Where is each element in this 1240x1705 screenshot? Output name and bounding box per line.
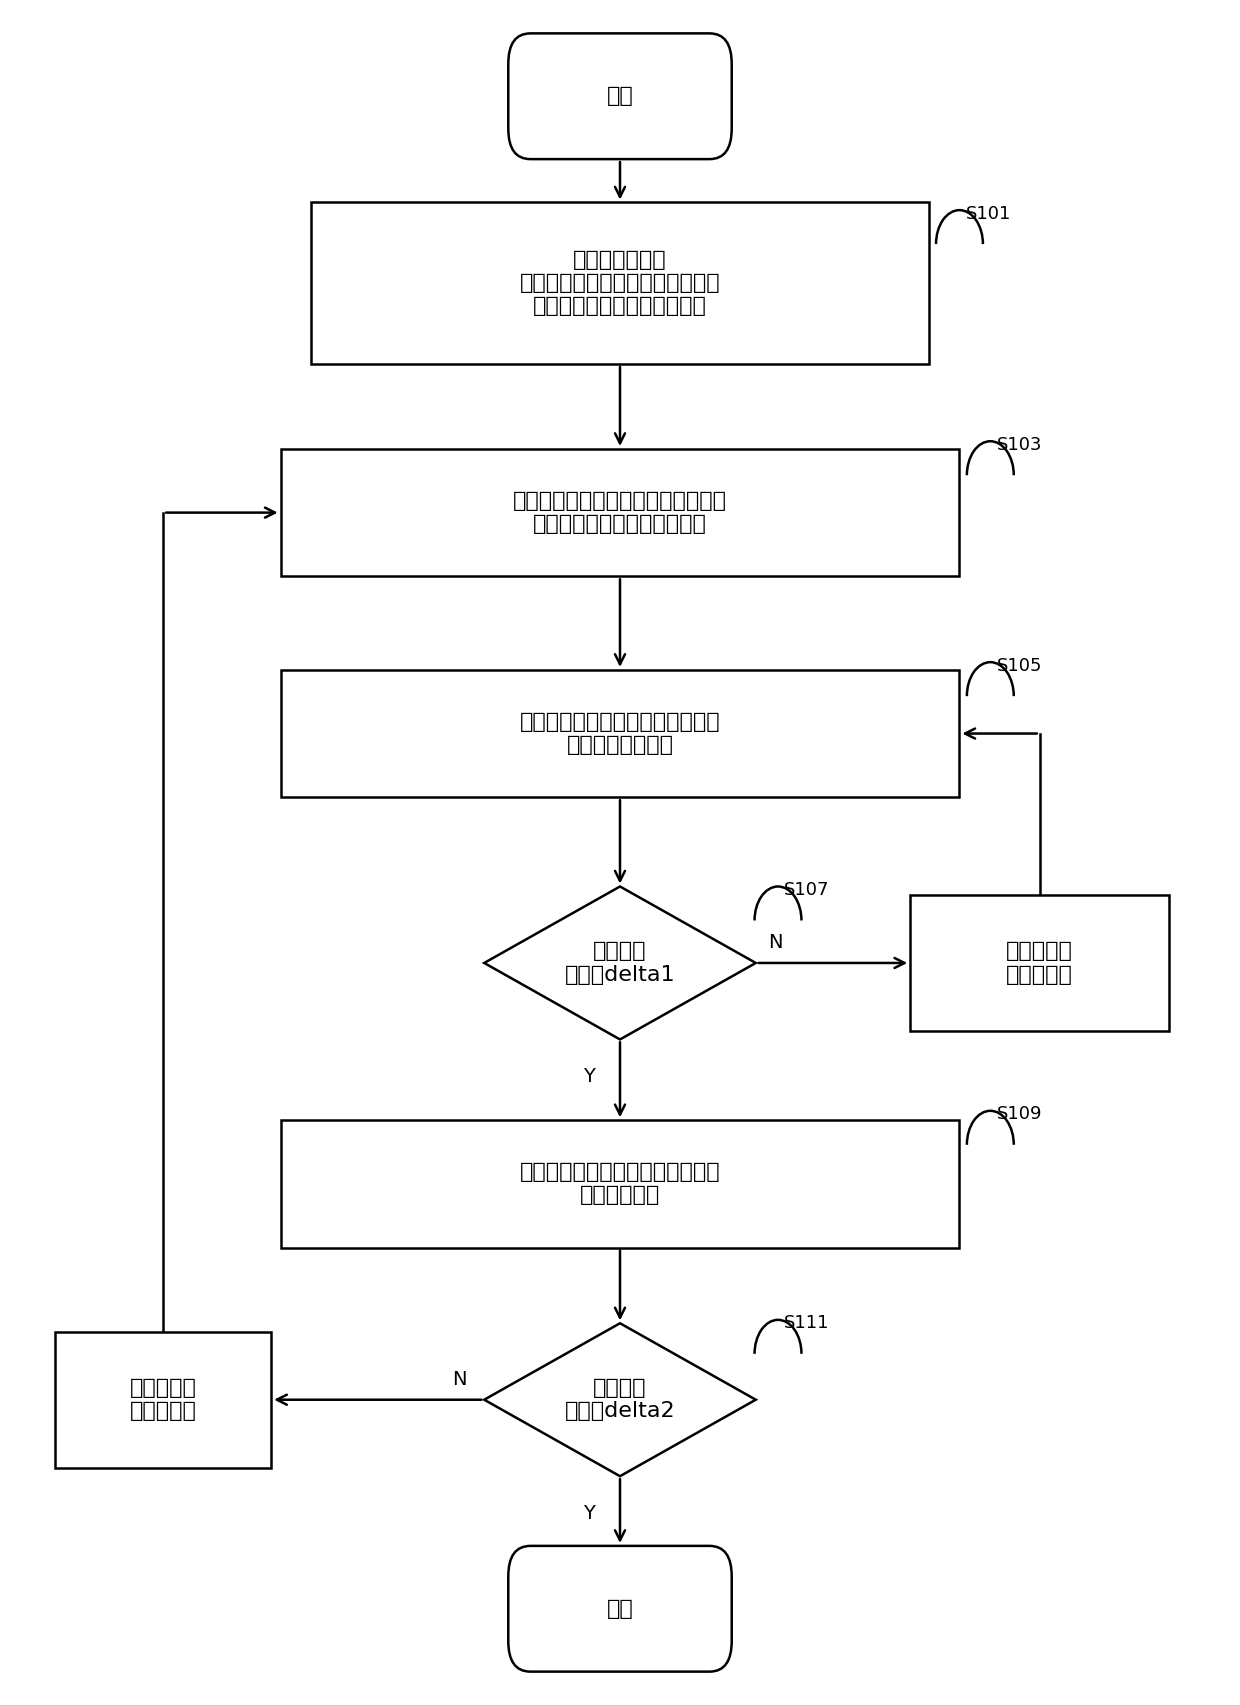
Text: 差距小于
预设值delta1: 差距小于 预设值delta1 (564, 941, 676, 984)
Text: S107: S107 (784, 881, 830, 899)
Text: S109: S109 (997, 1105, 1042, 1124)
Bar (280, 670, 960, 798)
Bar (280, 1120, 960, 1248)
Bar (910, 895, 1169, 1032)
Text: Y: Y (583, 1504, 595, 1523)
Text: S103: S103 (997, 436, 1042, 454)
Bar (280, 448, 960, 576)
Text: N: N (768, 933, 782, 951)
Text: 将计算能谱
作为源能谱: 将计算能谱 作为源能谱 (130, 1378, 197, 1422)
Text: 根据源中子能谱信息和目标能谱信息
确认初步的调控模块布置方案: 根据源中子能谱信息和目标能谱信息 确认初步的调控模块布置方案 (513, 491, 727, 534)
FancyBboxPatch shape (508, 1546, 732, 1671)
Text: 结束: 结束 (606, 1599, 634, 1618)
Text: S101: S101 (966, 205, 1011, 223)
Text: Y: Y (583, 1067, 595, 1086)
Bar (56, 1332, 272, 1468)
Polygon shape (484, 887, 756, 1040)
Text: S105: S105 (997, 656, 1042, 675)
FancyBboxPatch shape (508, 34, 732, 159)
Text: 建立响应矩阵库
包括不同能量入射中子穿过不同调
控模块后的中子能谱分布信息: 建立响应矩阵库 包括不同能量入射中子穿过不同调 控模块后的中子能谱分布信息 (520, 251, 720, 317)
Text: 计算获得该方案下出射中子能谱，
并与目标能谱比较: 计算获得该方案下出射中子能谱， 并与目标能谱比较 (520, 713, 720, 755)
Text: 通过输运计算获得精确能谱，并与
目标能谱比较: 通过输运计算获得精确能谱，并与 目标能谱比较 (520, 1163, 720, 1205)
Bar (311, 203, 929, 363)
Text: 开始: 开始 (606, 87, 634, 106)
Text: 修改调控模
块布置方案: 修改调控模 块布置方案 (1007, 941, 1073, 984)
Text: N: N (453, 1369, 466, 1390)
Text: 差距小于
预设值delta2: 差距小于 预设值delta2 (564, 1378, 676, 1422)
Text: S111: S111 (784, 1315, 830, 1332)
Polygon shape (484, 1323, 756, 1477)
